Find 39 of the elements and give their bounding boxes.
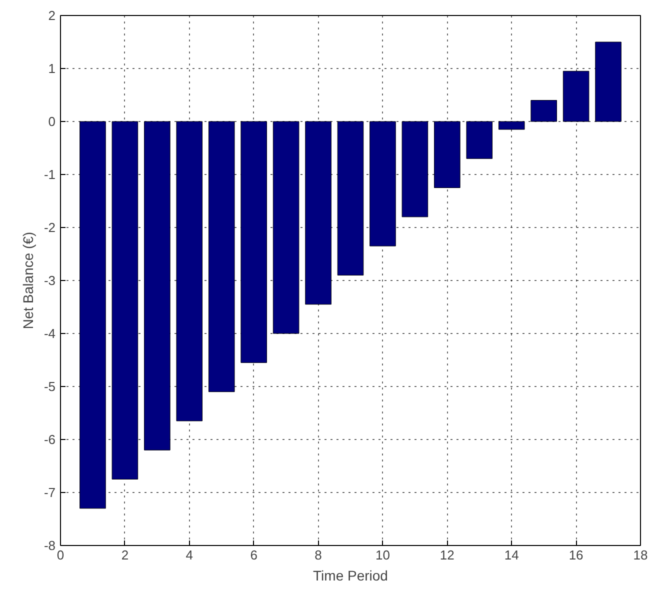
bar xyxy=(562,70,590,122)
y-tick-label: -1 xyxy=(44,167,56,182)
x-tick-label: 16 xyxy=(568,548,584,562)
x-tick-label: 18 xyxy=(633,548,648,562)
bar xyxy=(466,121,493,159)
x-tick-label: 12 xyxy=(440,548,454,562)
bar xyxy=(144,121,170,450)
bar xyxy=(112,121,138,480)
bar xyxy=(305,121,332,305)
y-tick-label: 2 xyxy=(48,8,56,23)
x-axis-title: Time Period xyxy=(313,568,388,584)
bar xyxy=(530,100,557,122)
y-tick-label: -5 xyxy=(44,379,56,394)
y-tick-label: -2 xyxy=(44,220,56,235)
bar xyxy=(80,121,106,509)
y-tick-label: -8 xyxy=(44,538,56,553)
bar xyxy=(208,121,235,392)
x-tick-label: 10 xyxy=(375,548,390,562)
bar xyxy=(498,121,525,130)
bar xyxy=(434,121,460,188)
x-tick-label: 14 xyxy=(504,548,519,562)
bar xyxy=(272,121,300,334)
y-axis-title: Net Balance (€) xyxy=(20,232,36,330)
bar xyxy=(337,121,364,276)
y-tick-label: -6 xyxy=(44,432,56,447)
y-tick-label: 1 xyxy=(48,61,56,76)
y-tick-label: 0 xyxy=(48,114,56,129)
bar xyxy=(240,121,267,363)
y-tick-label: -7 xyxy=(44,485,56,500)
bar xyxy=(370,121,396,246)
bar xyxy=(402,121,428,218)
bar xyxy=(176,121,203,422)
x-tick-label: 4 xyxy=(186,548,194,562)
y-tick-label: -3 xyxy=(44,273,56,288)
bar xyxy=(595,42,622,122)
y-tick-label: -4 xyxy=(44,326,56,341)
x-tick-label: 8 xyxy=(314,548,322,562)
x-tick-label: 2 xyxy=(121,548,129,562)
x-tick-label: 6 xyxy=(250,548,258,562)
